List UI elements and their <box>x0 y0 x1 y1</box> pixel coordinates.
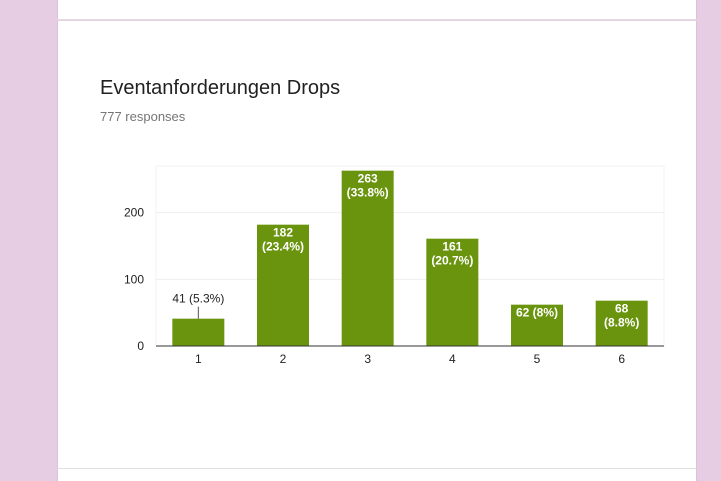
data-label: (8.8%) <box>604 316 639 330</box>
bar <box>426 238 479 346</box>
x-tick-label: 2 <box>280 352 287 366</box>
bar <box>595 300 648 346</box>
bar <box>341 170 394 346</box>
x-tick-label: 4 <box>449 352 456 366</box>
data-label: (33.8%) <box>347 186 389 200</box>
x-tick-label: 3 <box>364 352 371 366</box>
bars: 41 (5.3%) 182(23.4%) 263(33.8%) 161(20.7%) 6… <box>172 170 648 346</box>
bar <box>511 304 563 346</box>
y-tick-label: 200 <box>124 206 144 220</box>
bar <box>172 318 225 346</box>
y-axis-ticks: 0 100 200 <box>124 206 144 353</box>
next-card <box>57 468 697 481</box>
x-tick-label: 5 <box>534 352 541 366</box>
data-label: 263 <box>358 172 378 186</box>
response-count: 777 responses <box>100 109 186 124</box>
data-label: (20.7%) <box>431 254 473 268</box>
question-title: Eventanforderungen Drops <box>100 77 341 99</box>
previous-card <box>57 0 697 20</box>
data-label: 161 <box>442 240 462 254</box>
y-tick-label: 100 <box>124 272 144 286</box>
x-tick-label: 6 <box>618 352 625 366</box>
bar <box>257 224 309 346</box>
data-label: 182 <box>273 226 293 240</box>
y-tick-label: 0 <box>137 339 144 353</box>
x-tick-label: 1 <box>195 352 202 366</box>
data-label: (23.4%) <box>262 240 304 254</box>
plot-area <box>155 165 665 347</box>
data-label: 62 (8%) <box>516 306 558 320</box>
grid-lines <box>156 212 664 280</box>
data-label: 41 (5.3%) <box>172 292 224 306</box>
data-label: 68 <box>615 302 629 316</box>
x-axis-ticks: 1 2 3 4 5 6 <box>195 352 625 366</box>
